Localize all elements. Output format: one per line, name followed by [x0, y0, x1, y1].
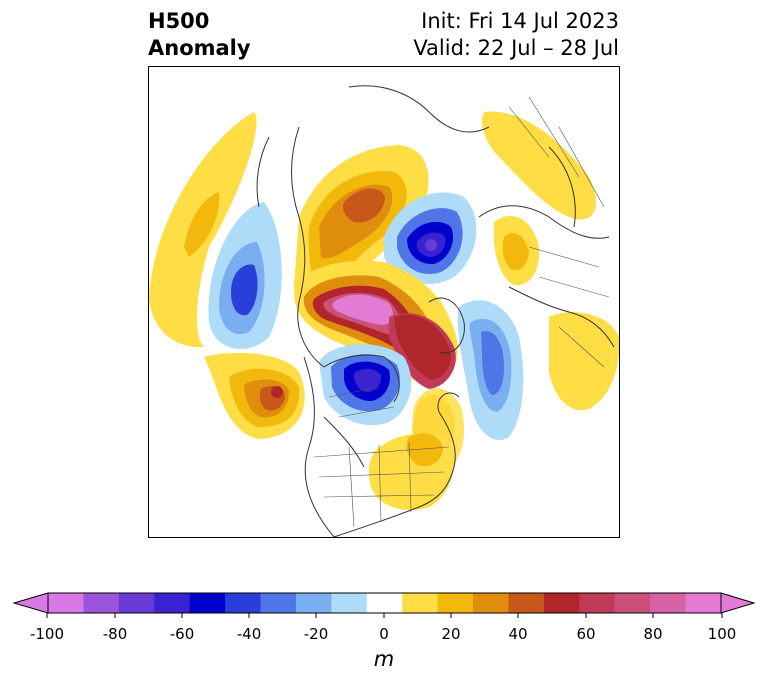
colorbar-segment [437, 593, 474, 613]
colorbar-tick-label: -60 [169, 625, 195, 643]
colorbar-segment [543, 593, 580, 613]
colorbar-segment [83, 593, 120, 613]
colorbar-segment [295, 593, 332, 613]
anomaly-eurasia-positive-core [502, 232, 529, 271]
colorbar [12, 592, 756, 618]
colorbar-segment [260, 593, 297, 613]
coastlines [256, 85, 615, 537]
colorbar-segment [650, 593, 687, 613]
colorbar-tick-label: 20 [441, 625, 461, 643]
colorbar-segment [473, 593, 509, 613]
title-line-1: H500 [148, 9, 210, 33]
init-date: Init: Fri 14 Jul 2023 [421, 9, 619, 33]
colorbar-segment [402, 593, 439, 613]
colorbar-tick-label: 0 [379, 625, 389, 643]
colorbar-tick-label: 60 [576, 625, 596, 643]
colorbar-tick-label: -100 [29, 625, 65, 643]
colorbar-segment [225, 593, 262, 613]
colorbar-segment [331, 593, 368, 613]
anomaly-eastern-us-positive-core [406, 433, 443, 467]
anomaly-hudson-negative-core [353, 368, 382, 392]
anomaly-scandinavia-positive [482, 111, 597, 220]
title-line-2: Anomaly [148, 36, 251, 60]
anomaly-baffin-positive-core [332, 294, 394, 325]
anomaly-atlantic-negative-core [481, 331, 504, 395]
colorbar-segment [508, 593, 545, 613]
map-canvas [149, 85, 619, 537]
anomaly-hawaii-positive-peak [271, 386, 283, 398]
colorbar-segment [614, 593, 651, 613]
colorbar-tick-label: -20 [303, 625, 329, 643]
colorbar-tick-label: 40 [508, 625, 528, 643]
colorbar-segment [118, 593, 155, 613]
anomaly-west-pacific-positive-core [184, 192, 220, 257]
colorbar-extend-right [720, 592, 756, 614]
colorbar-tick-label: 100 [707, 625, 737, 643]
colorbar-tick-label: -80 [102, 625, 128, 643]
colorbar-extend-left [12, 592, 49, 614]
colorbar-segments [48, 593, 722, 613]
anomaly-greenland-positive-edge [394, 314, 451, 380]
colorbar-segment [366, 593, 403, 613]
valid-range: Valid: 22 Jul – 28 Jul [413, 36, 619, 60]
colorbar-tick-label: -40 [236, 625, 262, 643]
colorbar-segment [48, 593, 84, 613]
date-info: Init: Fri 14 Jul 2023 Valid: 22 Jul – 28… [413, 8, 619, 62]
anomaly-siberia-positive-core [343, 188, 385, 223]
colorbar-unit: m [373, 647, 395, 671]
colorbar-tick-label: 80 [643, 625, 663, 643]
anomaly-shading [149, 111, 619, 511]
anomaly-map [148, 66, 620, 538]
anomaly-europe-positive [549, 312, 619, 411]
colorbar-segment [579, 593, 616, 613]
colorbar-segment [189, 593, 226, 613]
colorbar-segment [685, 593, 722, 613]
political-borders [313, 96, 610, 528]
anomaly-ne-pacific-negative-core [231, 264, 258, 316]
chart-title: H500 Anomaly [148, 8, 251, 62]
anomaly-arctic-negative-peak [425, 239, 437, 251]
colorbar-segment [154, 593, 191, 613]
colorbar-ticks [46, 613, 723, 618]
